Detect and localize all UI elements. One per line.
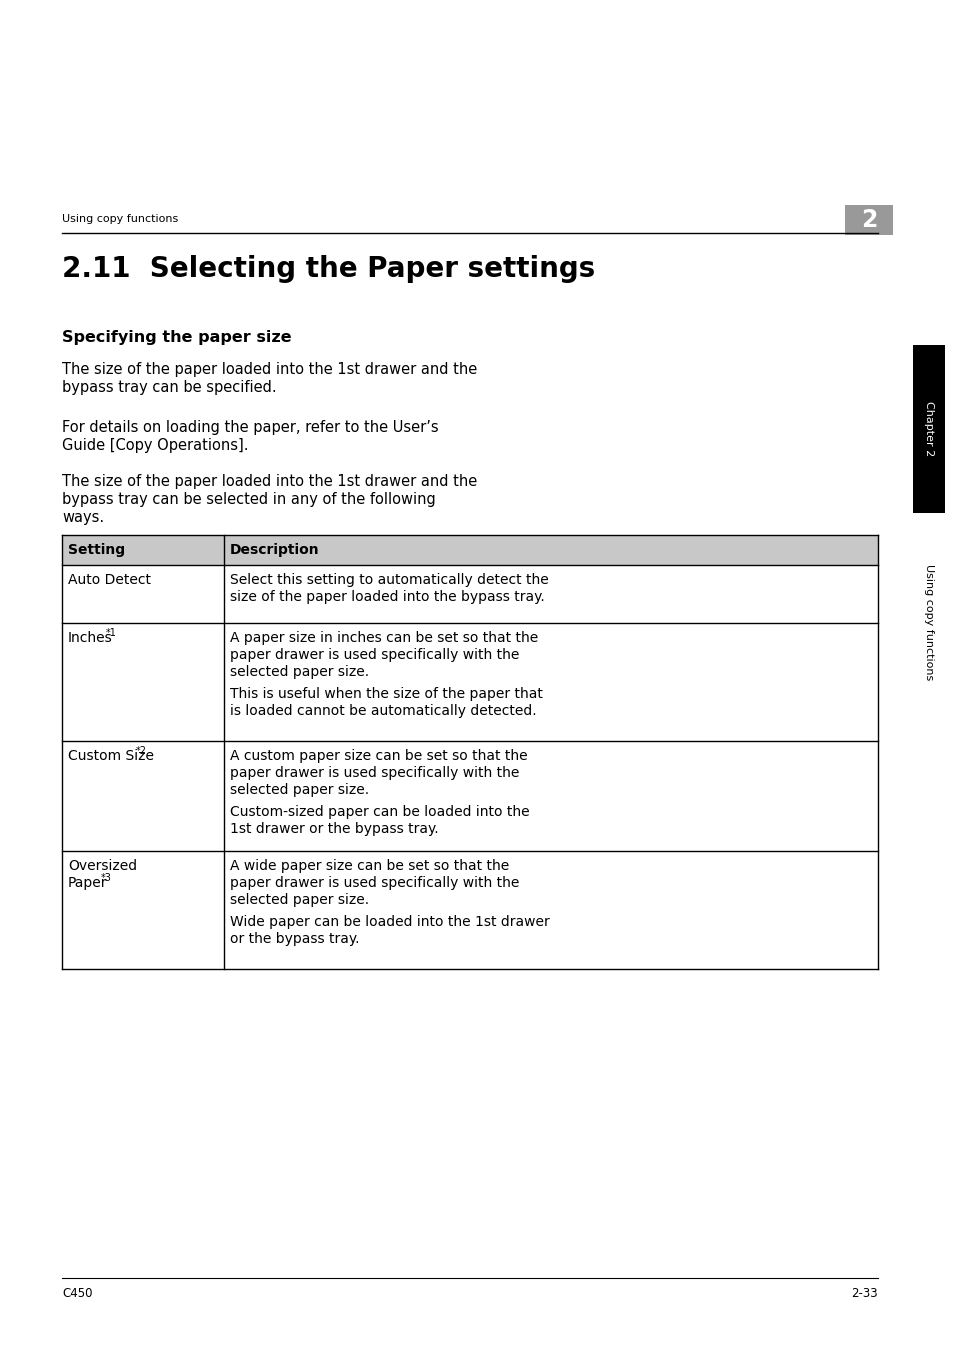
Text: Inches: Inches (68, 631, 112, 644)
Text: bypass tray can be selected in any of the following: bypass tray can be selected in any of th… (62, 492, 436, 507)
Text: Specifying the paper size: Specifying the paper size (62, 330, 292, 345)
Text: selected paper size.: selected paper size. (230, 665, 369, 680)
Text: selected paper size.: selected paper size. (230, 893, 369, 907)
Text: paper drawer is used specifically with the: paper drawer is used specifically with t… (230, 766, 518, 780)
Text: A wide paper size can be set so that the: A wide paper size can be set so that the (230, 859, 509, 873)
Text: Wide paper can be loaded into the 1st drawer: Wide paper can be loaded into the 1st dr… (230, 915, 549, 929)
Text: paper drawer is used specifically with the: paper drawer is used specifically with t… (230, 875, 518, 890)
Text: selected paper size.: selected paper size. (230, 784, 369, 797)
Text: Custom Size: Custom Size (68, 748, 153, 763)
Text: The size of the paper loaded into the 1st drawer and the: The size of the paper loaded into the 1s… (62, 474, 476, 489)
Text: Oversized: Oversized (68, 859, 137, 873)
Text: Paper: Paper (68, 875, 108, 890)
Text: Select this setting to automatically detect the: Select this setting to automatically det… (230, 573, 548, 586)
Text: ways.: ways. (62, 509, 104, 526)
Bar (912, 345, 944, 513)
Text: 2-33: 2-33 (850, 1288, 877, 1300)
Text: Guide [Copy Operations].: Guide [Copy Operations]. (62, 438, 248, 453)
Text: is loaded cannot be automatically detected.: is loaded cannot be automatically detect… (230, 704, 536, 717)
Text: or the bypass tray.: or the bypass tray. (230, 932, 359, 946)
Text: 2: 2 (860, 208, 876, 232)
Text: A custom paper size can be set so that the: A custom paper size can be set so that t… (230, 748, 527, 763)
Text: For details on loading the paper, refer to the User’s: For details on loading the paper, refer … (62, 420, 438, 435)
Text: *2: *2 (136, 746, 147, 757)
Text: The size of the paper loaded into the 1st drawer and the: The size of the paper loaded into the 1s… (62, 362, 476, 377)
Text: size of the paper loaded into the bypass tray.: size of the paper loaded into the bypass… (230, 590, 544, 604)
Text: Using copy functions: Using copy functions (62, 213, 178, 224)
Text: bypass tray can be specified.: bypass tray can be specified. (62, 380, 276, 394)
Text: Setting: Setting (68, 543, 125, 557)
Text: C450: C450 (62, 1288, 92, 1300)
Text: 2.11  Selecting the Paper settings: 2.11 Selecting the Paper settings (62, 255, 595, 282)
Text: Auto Detect: Auto Detect (68, 573, 151, 586)
Text: *1: *1 (106, 628, 117, 638)
Text: *3: *3 (101, 873, 112, 884)
Text: A paper size in inches can be set so that the: A paper size in inches can be set so tha… (230, 631, 537, 644)
Text: 1st drawer or the bypass tray.: 1st drawer or the bypass tray. (230, 821, 438, 836)
Text: Using copy functions: Using copy functions (923, 565, 933, 681)
Text: This is useful when the size of the paper that: This is useful when the size of the pape… (230, 688, 542, 701)
Text: Chapter 2: Chapter 2 (923, 401, 933, 457)
Bar (62, 535, 877, 565)
Text: Custom-sized paper can be loaded into the: Custom-sized paper can be loaded into th… (230, 805, 529, 819)
Text: paper drawer is used specifically with the: paper drawer is used specifically with t… (230, 648, 518, 662)
Text: Description: Description (230, 543, 319, 557)
Bar (844, 205, 892, 235)
